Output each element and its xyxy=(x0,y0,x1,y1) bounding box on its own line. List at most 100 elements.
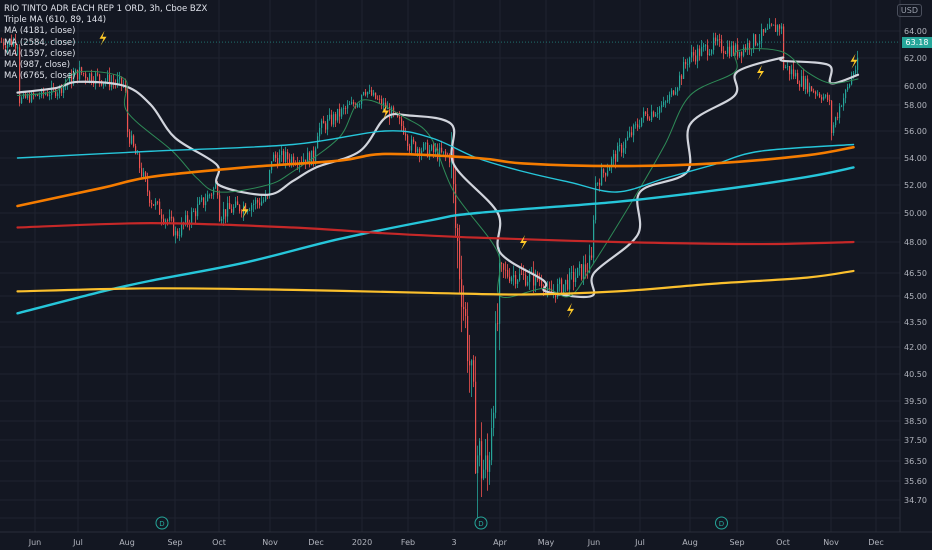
lightning-icon xyxy=(757,65,764,80)
candle-body xyxy=(229,203,231,210)
candle-body xyxy=(691,52,693,58)
candle-body xyxy=(463,306,465,310)
candle-body xyxy=(73,74,75,85)
candle-body xyxy=(585,264,587,273)
candle-body xyxy=(609,167,611,171)
candle-body xyxy=(627,136,629,140)
time-axis-label: Jul xyxy=(72,538,83,547)
candle-body xyxy=(667,100,669,102)
candle-body xyxy=(833,125,835,134)
candle-body xyxy=(625,139,627,149)
candle-body xyxy=(535,273,537,286)
candle-body xyxy=(427,142,429,157)
candle-body xyxy=(247,210,249,212)
candle-body xyxy=(707,45,709,56)
candle-body xyxy=(373,92,375,96)
candle-body xyxy=(341,108,343,117)
candle-body xyxy=(459,241,461,280)
candle-body xyxy=(731,45,733,57)
candle-body xyxy=(221,218,223,221)
candle-body xyxy=(207,194,209,202)
candle-body xyxy=(49,94,51,96)
candle-body xyxy=(743,47,745,56)
candle-body xyxy=(653,111,655,117)
candle-body xyxy=(205,201,207,206)
candle-body xyxy=(617,145,619,162)
candle-body xyxy=(755,34,757,45)
lightning-icon xyxy=(850,53,858,69)
price-axis-label: 56.00 xyxy=(904,127,927,136)
candle-body xyxy=(659,107,661,114)
candle-body xyxy=(399,116,401,119)
candle-body xyxy=(501,263,503,264)
candle-body xyxy=(841,105,843,107)
candle-body xyxy=(317,136,319,149)
time-axis-label: Aug xyxy=(119,538,135,547)
legend-study[interactable]: Triple MA (610, 89, 144) xyxy=(4,15,107,26)
candle-body xyxy=(141,168,143,177)
candle-body xyxy=(445,151,447,155)
candle-body xyxy=(81,67,83,73)
candle-body xyxy=(313,150,315,163)
candle-body xyxy=(771,24,773,26)
candle-body xyxy=(727,46,729,54)
candle-body xyxy=(319,127,321,137)
candle-body xyxy=(91,73,93,82)
candle-body xyxy=(285,151,287,163)
time-axis-label: Oct xyxy=(776,538,790,547)
candle-body xyxy=(137,153,139,155)
candle-body xyxy=(655,114,657,117)
candle-body xyxy=(749,43,751,50)
candle-body xyxy=(37,94,39,97)
candle-body xyxy=(171,216,173,219)
candle-body xyxy=(483,469,485,479)
candle-body xyxy=(671,90,673,95)
candle-body xyxy=(823,96,825,100)
candle-body xyxy=(513,275,515,278)
candle-body xyxy=(669,94,671,101)
candle-body xyxy=(843,98,845,106)
moving-average-line xyxy=(16,145,855,208)
legend-study[interactable]: MA (2584, close) xyxy=(4,37,76,48)
candle-body xyxy=(847,86,849,90)
currency-badge[interactable]: USD xyxy=(896,4,922,17)
candle-body xyxy=(791,69,793,75)
candle-body xyxy=(573,272,575,283)
candle-body xyxy=(635,124,637,126)
candle-body xyxy=(677,87,679,92)
candle-body xyxy=(197,204,199,217)
legend-study[interactable]: MA (4181, close) xyxy=(4,26,76,37)
candle-body xyxy=(361,94,363,105)
candle-body xyxy=(135,146,137,155)
price-axis-label: 36.50 xyxy=(904,457,927,466)
candle-body xyxy=(567,279,569,290)
candle-body xyxy=(29,95,31,102)
candle-body xyxy=(561,279,563,294)
candle-body xyxy=(797,73,799,84)
candle-body xyxy=(665,101,667,103)
candle-body xyxy=(805,78,807,90)
legend-study[interactable]: MA (987, close) xyxy=(4,60,71,71)
candle-body xyxy=(489,460,491,472)
candle-body xyxy=(565,279,567,285)
candle-body xyxy=(649,118,651,120)
candle-body xyxy=(773,24,775,26)
candle-body xyxy=(453,148,455,185)
candle-body xyxy=(769,24,771,29)
candle-body xyxy=(275,154,277,159)
candle-body xyxy=(431,145,433,150)
legend-study[interactable]: MA (6765, close) xyxy=(4,71,76,82)
dividend-marker xyxy=(155,516,169,530)
candle-body xyxy=(55,89,57,97)
candle-body xyxy=(119,76,121,80)
candle-body xyxy=(381,98,383,106)
candle-body xyxy=(663,101,665,106)
candle-body xyxy=(351,101,353,105)
candle-body xyxy=(375,92,377,99)
candle-body xyxy=(213,188,215,195)
candle-body xyxy=(3,41,5,46)
candle-body xyxy=(217,184,219,196)
candle-body xyxy=(815,91,817,95)
legend-study[interactable]: MA (1597, close) xyxy=(4,48,76,59)
